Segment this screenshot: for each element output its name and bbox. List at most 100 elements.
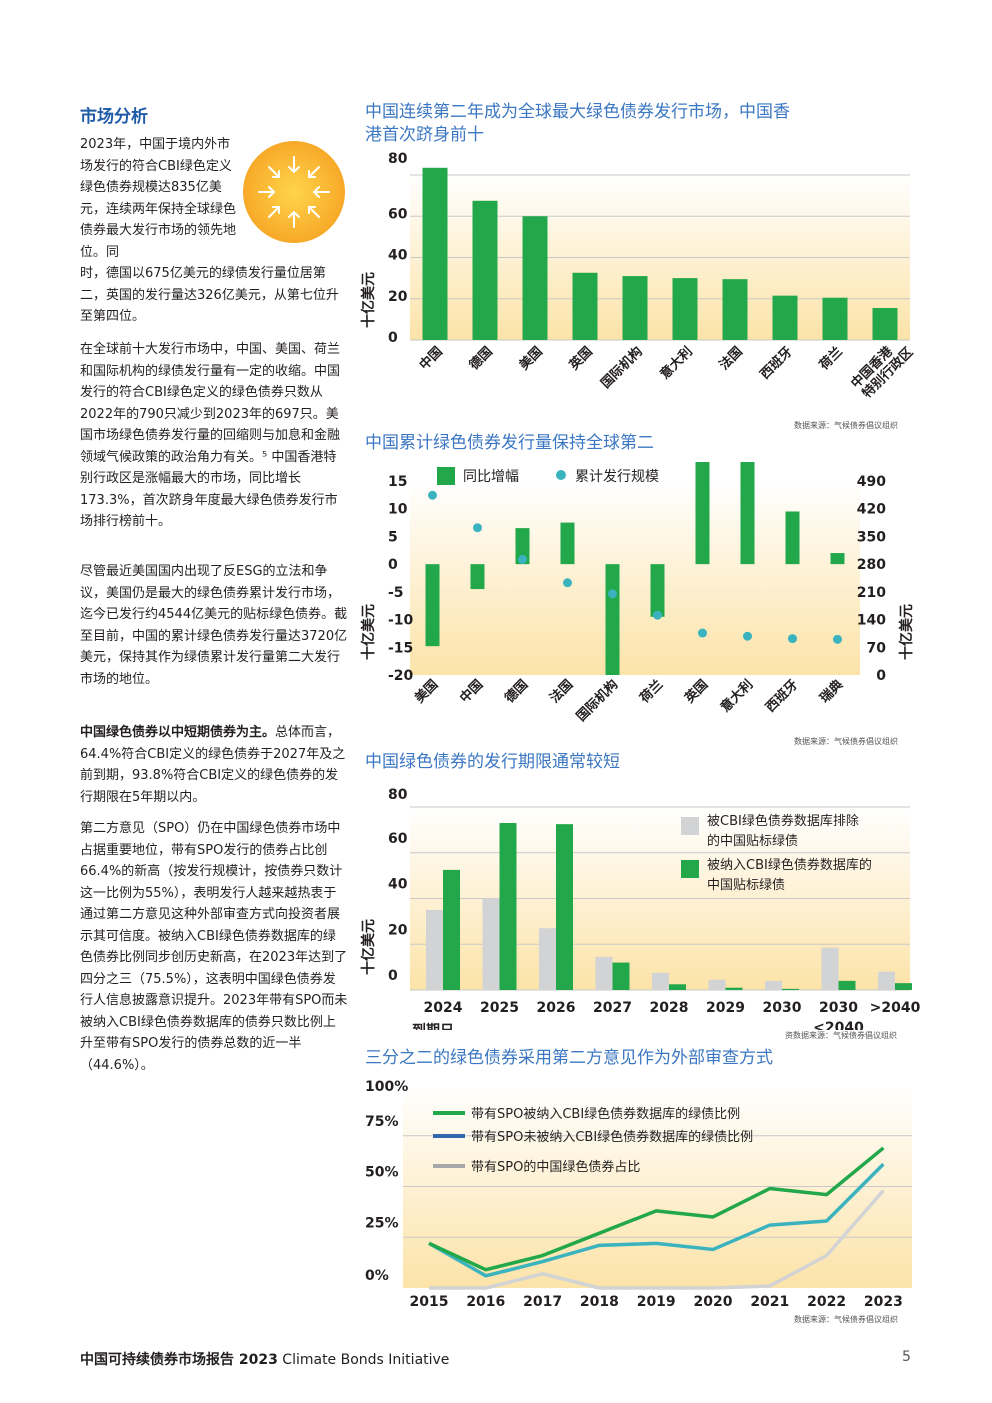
x-tick-label: 2018 xyxy=(580,1294,619,1310)
footer-report: 中国可持续债券市场报告 2023 Climate Bonds Initiativ… xyxy=(80,1349,449,1369)
y2-tick-label: 140 xyxy=(857,613,886,629)
x-tick-label: 英国 xyxy=(681,677,711,707)
bar xyxy=(472,200,498,340)
y-tick-label: 80 xyxy=(388,151,408,167)
x-tick-label: 2019 xyxy=(637,1294,676,1310)
bar-excluded xyxy=(595,956,613,990)
x-tick-label: 2030 xyxy=(819,1000,858,1016)
y2-tick-label: 280 xyxy=(857,557,886,573)
x-tick-label: 中国 xyxy=(416,344,446,374)
x-tick-label: 西班牙 xyxy=(762,677,801,716)
y-tick-label: -15 xyxy=(388,640,413,656)
x-tick-label: 意大利 xyxy=(717,677,756,716)
series-line xyxy=(428,1162,885,1278)
y-tick-label: 20 xyxy=(388,922,408,938)
dot-cumulative xyxy=(473,523,482,533)
bar xyxy=(672,278,698,340)
y2-axis-label: 十亿美元 xyxy=(898,604,915,660)
y-axis-label: 十亿美元 xyxy=(360,272,377,328)
y-tick-label: 75% xyxy=(365,1114,399,1130)
bar xyxy=(522,216,548,340)
y2-tick-label: 350 xyxy=(857,529,886,545)
y-tick-label: -5 xyxy=(388,585,404,601)
chart3-source: 资数据来源：气候债券倡议组织 xyxy=(785,1031,897,1040)
y-tick-label: 50% xyxy=(365,1165,399,1181)
section-title: 市场分析 xyxy=(80,107,148,127)
bar-excluded xyxy=(539,928,556,990)
x-tick-label: 2016 xyxy=(466,1294,505,1310)
series-line xyxy=(429,1189,885,1290)
x-tick-label: 2021 xyxy=(750,1294,789,1310)
bar xyxy=(622,276,648,340)
y2-tick-label: 0 xyxy=(876,668,886,684)
bar xyxy=(772,295,798,340)
chart1-title: 中国连续第二年成为全球最大绿色债券发行市场，中国香港首次跻身前十 xyxy=(365,102,790,145)
bar-yoy xyxy=(830,553,845,565)
chart-cumulative-issuance: 15 10 5 0 -5 -10 -15 -20 490 420 350 280 210 140 70 0 美国… xyxy=(360,462,915,725)
x-tick-label: 2028 xyxy=(650,1000,689,1016)
x-tick-label: >2040 xyxy=(870,1000,921,1016)
y-tick-label: 100% xyxy=(365,1079,408,1095)
y-tick-label: 0 xyxy=(388,557,398,573)
bar-included xyxy=(725,987,743,990)
x-tick-label: 法国 xyxy=(716,344,746,374)
legend-label-cumulative: 累计发行规模 xyxy=(575,469,659,485)
bar-included xyxy=(669,984,686,990)
y2-tick-label: 210 xyxy=(857,585,886,601)
x-tick-label: 瑞典 xyxy=(817,677,847,707)
legend-swatch-yoy xyxy=(437,467,455,485)
x-tick-label: 美国 xyxy=(516,344,546,374)
x-tick-label: 中国香港特别行政区 xyxy=(848,334,917,403)
x-tick-label: 2022 xyxy=(807,1294,846,1310)
legend-label: 带有SPO未被纳入CBI绿色债券数据库的绿债比例 xyxy=(471,1129,753,1145)
dot-cumulative xyxy=(518,554,527,564)
paragraph-3: 尽管最近美国国内出现了反ESG的立法和争议，美国仍是最大的绿色债券累计发行市场，… xyxy=(80,564,348,687)
sun-arrows-icon xyxy=(241,139,347,245)
x-tick-label: 2015 xyxy=(410,1294,449,1310)
y2-tick-label: 70 xyxy=(867,640,887,656)
bar-yoy xyxy=(605,564,620,675)
paragraph-5: 第二方意见（SPO）仍在中国绿色债券市场中占据重要地位，带有SPO发行的债券占比… xyxy=(80,821,348,1073)
paragraph-4: 中国绿色债券以中短期债券为主。总体而言，64.4%符合CBI定义的绿色债券于20… xyxy=(80,722,348,808)
bar-included xyxy=(612,962,630,990)
bar-yoy xyxy=(740,462,755,565)
legend-label-included-1: 被纳入CBI绿色债券数据库的 xyxy=(707,857,872,873)
bar-yoy xyxy=(695,462,710,565)
x-tick-label: 西班牙 xyxy=(757,344,796,383)
x-tick-label: 德国 xyxy=(502,677,532,707)
y-tick-label: 0 xyxy=(388,330,398,346)
y-tick-label: 5 xyxy=(388,529,398,545)
legend-label-yoy: 同比增幅 xyxy=(463,469,519,485)
y-tick-label: 40 xyxy=(388,877,408,893)
y-tick-label: -20 xyxy=(388,668,414,684)
chart-maturity: 80 60 40 20 0 2024 2025 2026 2027 2028 2029 2030 203… xyxy=(360,787,921,1030)
legend-swatch-included xyxy=(681,860,699,878)
bar-yoy xyxy=(560,522,575,565)
chart-top-markets: 80 60 40 20 0 中国 德国 美国 英国 国际机构 意大利 法国 西班牙 荷兰 中国香港特别行政区… xyxy=(360,151,917,403)
legend-label: 带有SPO被纳入CBI绿色债券数据库的绿债比例 xyxy=(471,1106,740,1122)
x-tick-label: 意大利 xyxy=(657,344,696,383)
y-axis-label: 十亿美元 xyxy=(360,604,377,660)
bar-excluded xyxy=(765,980,782,990)
chart3-title: 中国绿色债券的发行期限通常较短 xyxy=(365,752,620,772)
dot-cumulative xyxy=(788,634,797,644)
bar xyxy=(422,167,448,340)
dot-cumulative xyxy=(608,589,617,599)
dot-cumulative xyxy=(833,634,842,644)
chart2-title: 中国累计绿色债券发行量保持全球第二 xyxy=(365,433,654,453)
footer-org: Climate Bonds Initiative xyxy=(282,1352,450,1368)
paragraph-1-rest: 时，德国以675亿美元的绿债发行量位居第二，英国的发行量达326亿美元，从第七位… xyxy=(80,266,339,324)
bar xyxy=(822,297,848,340)
bar-included xyxy=(895,983,912,990)
x-tick-label: 美国 xyxy=(412,677,442,707)
x-tick-label: 2027 xyxy=(593,1000,632,1016)
bar-included xyxy=(556,824,573,990)
x-tick-label-2: <2040 xyxy=(813,1020,864,1030)
legend-label-included-2: 中国贴标绿债 xyxy=(707,878,785,893)
legend-label-excluded-2: 的中国贴标绿债 xyxy=(707,833,798,849)
y-tick-label: 60 xyxy=(388,206,408,222)
x-tick-label: 荷兰 xyxy=(636,677,666,707)
y-tick-label: 80 xyxy=(388,787,408,803)
x-tick-label: 德国 xyxy=(466,344,496,374)
paragraph-4-body: 总体而言，64.4%符合CBI定义的绿色债券于2027年及之前到期，93.8%符… xyxy=(80,725,346,805)
